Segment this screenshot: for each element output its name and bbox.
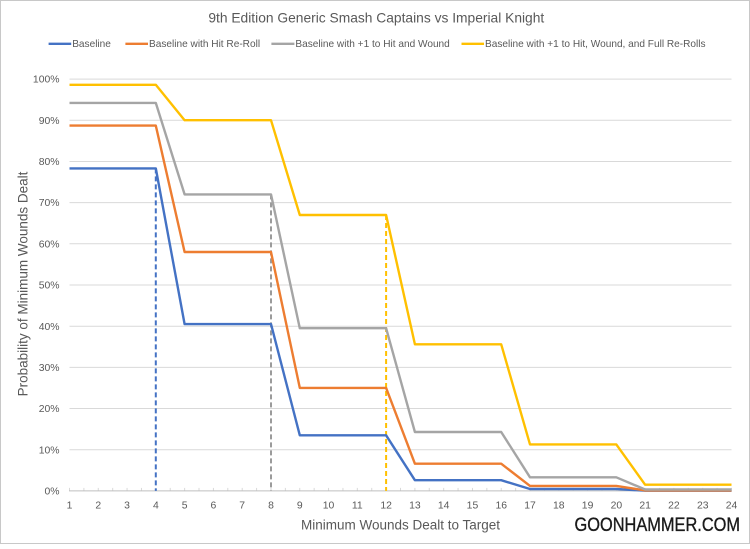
svg-text:4: 4 (153, 501, 159, 512)
svg-text:GOONHAMMER.COM: GOONHAMMER.COM (575, 514, 741, 536)
svg-text:60%: 60% (39, 239, 60, 250)
svg-text:5: 5 (182, 501, 188, 512)
svg-text:Baseline with +1 to Hit, Wound: Baseline with +1 to Hit, Wound, and Full… (485, 39, 706, 50)
svg-text:17: 17 (524, 501, 536, 512)
svg-text:9th Edition Generic Smash Capt: 9th Edition Generic Smash Captains vs Im… (208, 11, 544, 26)
svg-text:24: 24 (726, 501, 738, 512)
svg-text:0%: 0% (44, 487, 59, 498)
svg-text:6: 6 (211, 501, 217, 512)
svg-text:Probability of Minimum Wounds: Probability of Minimum Wounds Dealt (16, 171, 31, 396)
svg-text:19: 19 (582, 501, 594, 512)
svg-text:10: 10 (323, 501, 335, 512)
svg-text:70%: 70% (39, 198, 60, 209)
svg-text:Baseline with Hit Re-Roll: Baseline with Hit Re-Roll (149, 39, 260, 50)
svg-text:12: 12 (380, 501, 392, 512)
svg-text:22: 22 (668, 501, 680, 512)
svg-text:9: 9 (297, 501, 303, 512)
svg-text:23: 23 (697, 501, 709, 512)
svg-text:Minimum Wounds Dealt to Target: Minimum Wounds Dealt to Target (301, 518, 500, 533)
svg-text:13: 13 (409, 501, 421, 512)
svg-text:11: 11 (352, 501, 363, 512)
svg-text:20: 20 (611, 501, 623, 512)
svg-text:21: 21 (639, 501, 651, 512)
svg-text:30%: 30% (39, 363, 60, 374)
svg-text:2: 2 (95, 501, 101, 512)
svg-text:80%: 80% (39, 157, 60, 168)
svg-text:15: 15 (467, 501, 479, 512)
svg-text:8: 8 (268, 501, 274, 512)
svg-text:40%: 40% (39, 322, 60, 333)
svg-text:14: 14 (438, 501, 450, 512)
svg-text:18: 18 (553, 501, 565, 512)
svg-text:3: 3 (124, 501, 130, 512)
svg-text:7: 7 (239, 501, 245, 512)
svg-text:90%: 90% (39, 116, 60, 127)
svg-text:Baseline: Baseline (72, 39, 111, 50)
svg-text:1: 1 (67, 501, 73, 512)
svg-text:Baseline with +1 to Hit and Wo: Baseline with +1 to Hit and Wound (295, 39, 449, 50)
svg-text:10%: 10% (39, 445, 60, 456)
svg-text:20%: 20% (39, 404, 60, 415)
svg-text:100%: 100% (33, 75, 60, 86)
svg-text:16: 16 (495, 501, 507, 512)
svg-text:50%: 50% (39, 281, 60, 292)
